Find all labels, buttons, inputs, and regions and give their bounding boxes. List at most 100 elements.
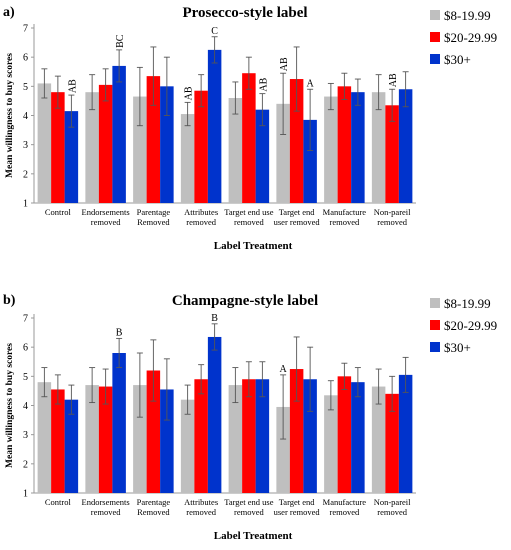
category-label: Attributes removed	[184, 497, 218, 517]
category-label: Endorsements removed	[82, 497, 130, 517]
bar	[160, 389, 174, 493]
category-label: Target end user removed	[274, 207, 321, 227]
bar	[228, 385, 243, 493]
bar	[85, 92, 99, 203]
y-axis-label: Mean willingness to buy scores	[5, 343, 15, 468]
category-label: Target end use removed	[224, 207, 274, 227]
category-label: Non-pareil removed	[374, 497, 411, 517]
bar	[398, 374, 413, 493]
significance-label: AB	[184, 86, 195, 100]
bar	[324, 395, 338, 493]
bar	[98, 84, 113, 203]
bar	[98, 386, 113, 493]
legend-swatch	[430, 320, 440, 330]
category-label: Manufacture removed	[323, 207, 367, 227]
y-tick-label: 7	[23, 314, 28, 325]
bar	[207, 336, 222, 493]
legend-entry: $8-19.99	[444, 8, 491, 23]
category-label: Target end user removed	[274, 497, 321, 517]
bar	[337, 86, 352, 203]
y-tick-label: 1	[23, 199, 28, 210]
bar	[351, 92, 365, 203]
legend-swatch	[430, 32, 440, 42]
y-tick-label: 2	[23, 169, 28, 180]
significance-label: AB	[67, 79, 78, 93]
legend-entry: $30+	[444, 340, 471, 355]
significance-label: B	[211, 313, 218, 324]
x-axis-label: Label Treatment	[214, 240, 293, 252]
significance-label: AB	[388, 73, 399, 87]
bar	[133, 385, 147, 493]
bar	[160, 86, 174, 203]
bar	[255, 109, 270, 203]
bar	[385, 393, 399, 493]
category-label: Target end use removed	[224, 497, 274, 517]
bar	[51, 92, 65, 203]
significance-label: AB	[279, 57, 290, 71]
y-tick-label: 6	[23, 53, 28, 64]
significance-label: BC	[115, 34, 126, 48]
significance-label: AB	[258, 77, 269, 91]
significance-label: A	[307, 78, 315, 89]
bar	[64, 111, 79, 203]
bar	[207, 49, 222, 203]
legend-entry: $20-29.99	[444, 318, 497, 333]
category-label: Manufacture removed	[323, 497, 367, 517]
legend-swatch	[430, 10, 440, 20]
bar	[85, 385, 99, 493]
bar	[276, 406, 290, 493]
y-tick-label: 7	[23, 24, 28, 35]
significance-label: A	[280, 364, 288, 375]
significance-label: B	[116, 327, 123, 338]
y-tick-label: 1	[23, 489, 28, 500]
chart-title: Prosecco-style label	[182, 5, 307, 21]
bar	[242, 379, 256, 493]
bar	[64, 399, 79, 493]
bar	[255, 379, 270, 493]
legend-swatch	[430, 298, 440, 308]
bar	[51, 389, 65, 493]
bar	[228, 98, 243, 203]
y-tick-label: 2	[23, 459, 28, 470]
legend-entry: $8-19.99	[444, 296, 491, 311]
y-tick-label: 3	[23, 430, 28, 441]
bar	[351, 382, 365, 493]
y-tick-label: 6	[23, 343, 28, 354]
bar	[146, 370, 161, 493]
bar	[242, 73, 256, 203]
y-axis-label: Mean willingness to buy scores	[5, 53, 15, 178]
bar	[289, 369, 304, 493]
bar	[146, 76, 161, 203]
chart-panel-2: b) Champagne-style label 1 2 3 4 5 6 7 Mean willi…	[3, 293, 497, 542]
chart-panel-1: a) Prosecco-style label 1 2 3 4 5 6 7 Mean willin…	[3, 5, 497, 252]
y-tick-label: 5	[23, 372, 28, 383]
bar	[371, 386, 386, 493]
bar	[303, 119, 317, 203]
bar	[133, 96, 147, 203]
y-tick-label: 4	[23, 401, 28, 412]
category-label: Parentage Removed	[137, 497, 171, 517]
category-label: Attributes removed	[184, 207, 218, 227]
bar	[276, 103, 290, 203]
legend-swatch	[430, 54, 440, 64]
panel-label: a)	[3, 5, 15, 20]
chart-title: Champagne-style label	[172, 293, 318, 309]
bar	[303, 379, 317, 493]
bar	[112, 353, 126, 493]
bar	[37, 83, 52, 203]
category-label: Endorsements removed	[82, 207, 130, 227]
bar	[194, 90, 208, 203]
legend-swatch	[430, 342, 440, 352]
bar	[371, 92, 386, 203]
bar	[112, 65, 126, 204]
panel-label: b)	[3, 293, 16, 308]
category-label: Control	[45, 497, 72, 507]
bar	[194, 379, 208, 493]
bar	[180, 114, 195, 203]
category-label: Parentage Removed	[137, 207, 171, 227]
category-label: Non-pareil removed	[374, 207, 411, 227]
bar	[37, 382, 52, 493]
significance-label: C	[211, 26, 218, 37]
x-axis-label: Label Treatment	[214, 530, 293, 542]
